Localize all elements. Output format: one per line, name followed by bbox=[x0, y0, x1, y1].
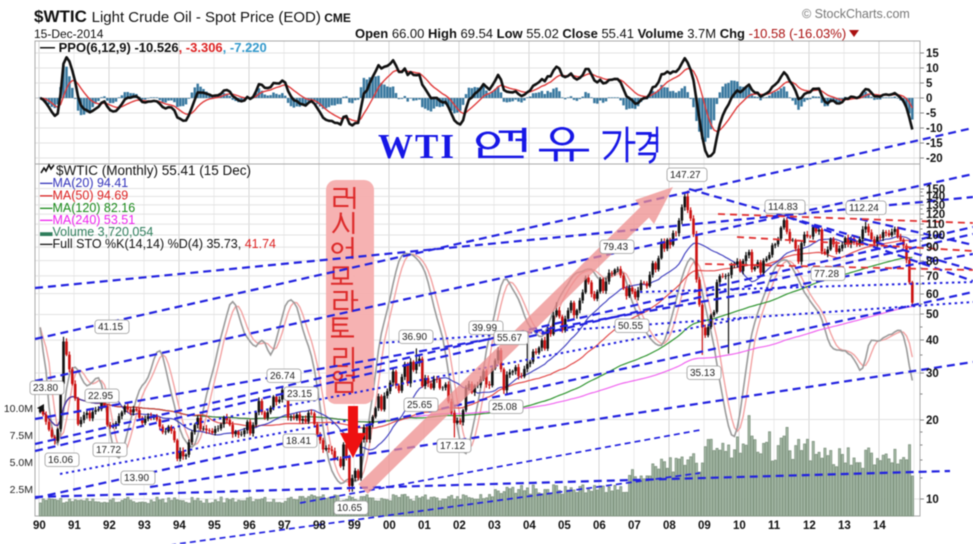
svg-text:147.27: 147.27 bbox=[670, 170, 701, 181]
svg-text:120: 120 bbox=[926, 209, 945, 221]
svg-text:35.13: 35.13 bbox=[690, 368, 715, 379]
svg-text:09: 09 bbox=[698, 520, 711, 532]
svg-text:00: 00 bbox=[383, 520, 396, 532]
svg-text:41.15: 41.15 bbox=[98, 322, 123, 333]
svg-text:40: 40 bbox=[926, 335, 939, 347]
svg-text:90: 90 bbox=[33, 520, 46, 532]
svg-text:$WTIC Light Crude Oil - Spot P: $WTIC Light Crude Oil - Spot Price (EOD)… bbox=[34, 7, 351, 26]
svg-text:112.24: 112.24 bbox=[849, 203, 879, 214]
svg-text:14: 14 bbox=[873, 520, 886, 532]
svg-text:80: 80 bbox=[926, 256, 939, 268]
svg-text:04: 04 bbox=[523, 520, 536, 532]
svg-text:98: 98 bbox=[313, 520, 326, 532]
svg-text:02: 02 bbox=[453, 520, 466, 532]
svg-text:-20: -20 bbox=[926, 153, 943, 165]
svg-text:150: 150 bbox=[926, 184, 945, 196]
svg-text:—MA(120) 82.16: —MA(120) 82.16 bbox=[40, 201, 135, 215]
svg-text:— PPO(6,12,9) -10.526, -3.306,: — PPO(6,12,9) -10.526, -3.306, -7.220 bbox=[40, 39, 267, 56]
svg-text:10: 10 bbox=[926, 63, 939, 75]
svg-text:13.90: 13.90 bbox=[124, 473, 149, 484]
svg-text:95: 95 bbox=[208, 520, 221, 532]
svg-text:15: 15 bbox=[926, 48, 939, 60]
svg-text:05: 05 bbox=[558, 520, 571, 532]
svg-text:93: 93 bbox=[138, 520, 151, 532]
svg-text:26.74: 26.74 bbox=[270, 371, 295, 382]
svg-text:2.5M: 2.5M bbox=[10, 484, 33, 496]
svg-text:15-Dec-2014: 15-Dec-2014 bbox=[34, 27, 104, 41]
svg-text:77.28: 77.28 bbox=[814, 269, 839, 280]
svg-text:5: 5 bbox=[926, 78, 933, 90]
svg-text:5.0M: 5.0M bbox=[10, 457, 33, 469]
svg-text:7.5M: 7.5M bbox=[10, 430, 33, 442]
svg-text:91: 91 bbox=[68, 520, 81, 532]
svg-text:39.99: 39.99 bbox=[472, 323, 497, 334]
svg-text:50.55: 50.55 bbox=[618, 321, 643, 332]
svg-text:18.41: 18.41 bbox=[286, 436, 311, 447]
svg-text:13: 13 bbox=[838, 520, 851, 532]
svg-text:22.95: 22.95 bbox=[88, 391, 113, 402]
svg-text:99: 99 bbox=[348, 520, 361, 532]
svg-text:92: 92 bbox=[103, 520, 116, 532]
svg-text:114.83: 114.83 bbox=[768, 202, 798, 213]
svg-text:07: 07 bbox=[628, 520, 641, 532]
svg-text:23.80: 23.80 bbox=[33, 383, 58, 394]
svg-text:17.72: 17.72 bbox=[96, 445, 121, 456]
svg-text:20: 20 bbox=[926, 415, 939, 427]
svg-text:—MA(240) 53.51: —MA(240) 53.51 bbox=[40, 213, 135, 227]
svg-text:79.43: 79.43 bbox=[603, 242, 628, 253]
svg-text:11: 11 bbox=[768, 520, 781, 532]
svg-text:97: 97 bbox=[278, 520, 291, 532]
svg-text:130: 130 bbox=[926, 200, 945, 212]
svg-text:10.65: 10.65 bbox=[337, 503, 362, 514]
svg-text:50: 50 bbox=[926, 309, 939, 321]
svg-text:—MA(20) 94.41: —MA(20) 94.41 bbox=[40, 176, 128, 190]
svg-text:23.15: 23.15 bbox=[287, 389, 312, 400]
svg-text:36.90: 36.90 bbox=[402, 332, 427, 343]
svg-text:© StockCharts.com: © StockCharts.com bbox=[802, 7, 910, 21]
svg-text:-10: -10 bbox=[926, 123, 943, 135]
svg-text:06: 06 bbox=[593, 520, 606, 532]
svg-text:16.06: 16.06 bbox=[48, 455, 73, 466]
svg-text:12: 12 bbox=[803, 520, 816, 532]
svg-text:0: 0 bbox=[926, 93, 932, 105]
svg-text:03: 03 bbox=[488, 520, 501, 532]
svg-text:10: 10 bbox=[733, 520, 746, 532]
svg-text:60: 60 bbox=[926, 289, 939, 301]
svg-text:17.12: 17.12 bbox=[440, 441, 465, 452]
svg-text:94: 94 bbox=[173, 520, 186, 532]
svg-text:—MA(50) 94.69: —MA(50) 94.69 bbox=[40, 189, 128, 203]
svg-text:70: 70 bbox=[926, 271, 939, 283]
svg-text:55.67: 55.67 bbox=[497, 333, 522, 344]
svg-text:01: 01 bbox=[418, 520, 431, 532]
svg-text:140: 140 bbox=[926, 191, 945, 203]
svg-text:Open 66.00 High 69.54 Low 55.0: Open 66.00 High 69.54 Low 55.02 Close 55… bbox=[355, 26, 846, 41]
svg-text:-5: -5 bbox=[926, 108, 937, 120]
svg-text:10.0M: 10.0M bbox=[4, 403, 33, 415]
svg-text:100: 100 bbox=[926, 230, 945, 242]
svg-text:$WTIC (Monthly) 55.41 (15 Dec): $WTIC (Monthly) 55.41 (15 Dec) bbox=[56, 163, 251, 178]
svg-text:-15: -15 bbox=[926, 138, 943, 150]
svg-text:08: 08 bbox=[663, 520, 676, 532]
svg-text:25.65: 25.65 bbox=[407, 400, 432, 411]
svg-text:WTI: WTI bbox=[378, 127, 456, 166]
svg-text:30: 30 bbox=[926, 368, 939, 380]
svg-text:96: 96 bbox=[243, 520, 256, 532]
svg-text:25.08: 25.08 bbox=[492, 402, 517, 413]
svg-text:110: 110 bbox=[926, 219, 945, 231]
svg-text:90: 90 bbox=[926, 242, 939, 254]
svg-text:10: 10 bbox=[926, 494, 939, 506]
svg-text:▬Volume 3,720,054: ▬Volume 3,720,054 bbox=[40, 225, 153, 239]
svg-text:—Full STO %K(14,14) %D(4) 35.7: —Full STO %K(14,14) %D(4) 35.73, 41.74 bbox=[40, 237, 276, 251]
